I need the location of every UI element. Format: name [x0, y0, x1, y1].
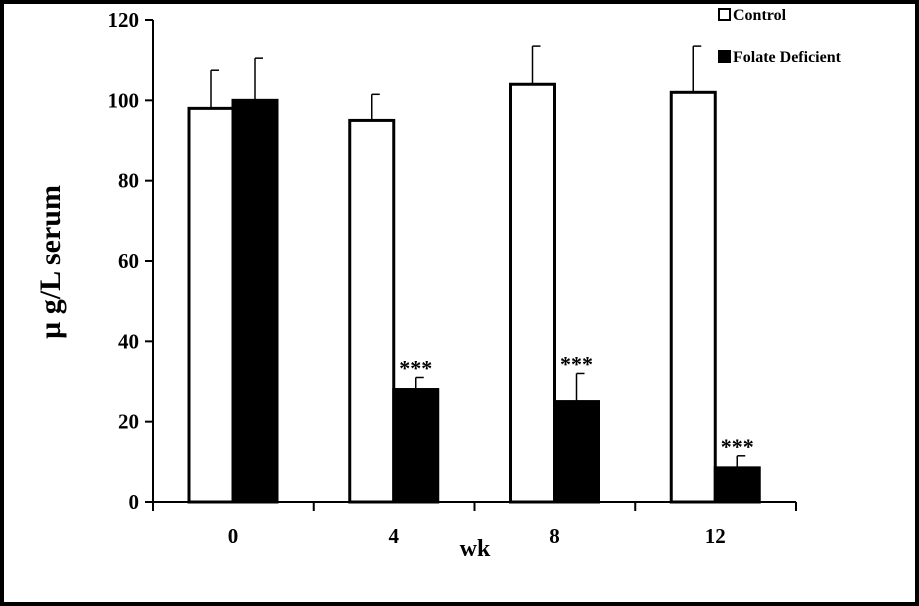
legend-label-folate-deficient: Folate Deficient — [733, 49, 842, 66]
bar-control-12 — [669, 90, 717, 504]
bars-group — [187, 82, 761, 504]
x-tick-label-0: 0 — [228, 524, 239, 548]
x-axis-title: wk — [460, 536, 491, 562]
bar-folate-deficient-12 — [713, 466, 761, 504]
y-tick-label-80: 80 — [118, 169, 139, 193]
bar-folate-deficient-8 — [553, 400, 600, 504]
y-tick-label-100: 100 — [108, 88, 140, 112]
x-tick-label-12: 12 — [705, 524, 726, 548]
significance-marker-4: *** — [399, 355, 432, 380]
bar-folate-deficient-4 — [392, 388, 440, 504]
y-tick-label-20: 20 — [118, 410, 139, 434]
x-tick-label-8: 8 — [549, 524, 560, 548]
y-axis-title: µ g/L serum — [34, 185, 67, 339]
x-tick-label-4: 4 — [389, 524, 400, 548]
bar-control-4 — [348, 118, 396, 504]
y-tick-label-0: 0 — [129, 490, 140, 514]
annotations-group: *** *** *** — [399, 351, 754, 458]
legend-label-control: Control — [733, 7, 787, 24]
y-tick-label-60: 60 — [118, 249, 139, 273]
legend-swatch-control — [718, 8, 731, 21]
bar-folate-deficient-0 — [231, 98, 279, 504]
y-tick-label-120: 120 — [108, 8, 140, 32]
significance-marker-12: *** — [721, 434, 754, 459]
bar-control-8 — [509, 82, 556, 504]
significance-marker-8: *** — [560, 351, 593, 376]
y-tick-label-40: 40 — [118, 329, 139, 353]
legend: Control Folate Deficient — [718, 7, 842, 66]
legend-swatch-folate-deficient — [718, 50, 731, 63]
error-bars-group — [210, 45, 746, 468]
bar-control-0 — [187, 106, 235, 504]
